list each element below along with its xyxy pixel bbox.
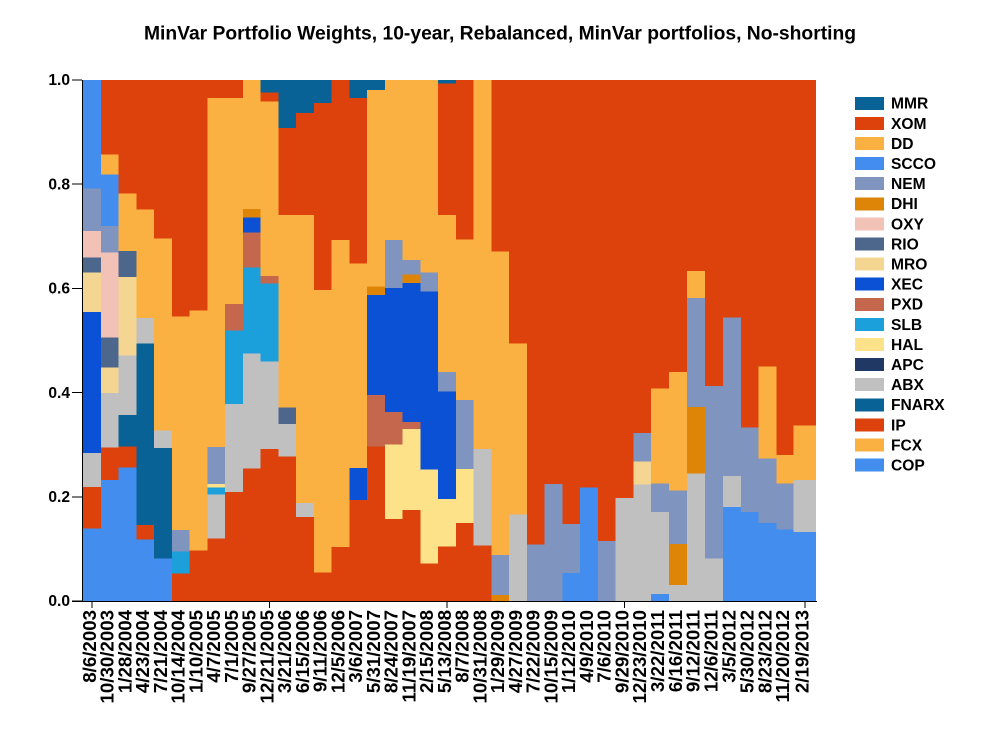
svg-text:5/30/2012: 5/30/2012 — [737, 610, 758, 693]
svg-text:10/15/2009: 10/15/2009 — [540, 610, 561, 704]
svg-text:0.8: 0.8 — [48, 176, 70, 193]
svg-text:0.2: 0.2 — [48, 489, 70, 506]
svg-text:XOM: XOM — [891, 116, 927, 133]
svg-text:IP: IP — [891, 417, 906, 434]
svg-text:3/22/2011: 3/22/2011 — [647, 610, 668, 692]
svg-text:12/23/2010: 12/23/2010 — [629, 610, 650, 704]
svg-text:3/6/2007: 3/6/2007 — [345, 610, 366, 683]
svg-text:4/9/2010: 4/9/2010 — [576, 610, 597, 683]
svg-text:9/12/2011: 9/12/2011 — [683, 610, 704, 692]
svg-text:4/27/2009: 4/27/2009 — [505, 610, 526, 693]
svg-text:0.6: 0.6 — [48, 281, 70, 298]
svg-text:MinVar Portfolio Weights, 10-y: MinVar Portfolio Weights, 10-year, Rebal… — [144, 24, 856, 45]
svg-text:8/24/2007: 8/24/2007 — [381, 610, 402, 693]
svg-text:8/7/2008: 8/7/2008 — [452, 610, 473, 683]
svg-text:1.0: 1.0 — [48, 72, 70, 89]
svg-text:MMR: MMR — [891, 96, 928, 113]
svg-text:COP: COP — [891, 458, 925, 475]
svg-text:0.4: 0.4 — [48, 385, 70, 402]
svg-text:9/11/2006: 9/11/2006 — [310, 610, 331, 692]
svg-text:12/5/2006: 12/5/2006 — [327, 610, 348, 693]
svg-text:4/23/2004: 4/23/2004 — [132, 609, 153, 693]
svg-text:1/12/2010: 1/12/2010 — [558, 610, 579, 693]
svg-text:HAL: HAL — [891, 337, 924, 354]
svg-text:8/23/2012: 8/23/2012 — [754, 610, 775, 693]
svg-text:FNARX: FNARX — [891, 397, 945, 414]
svg-text:4/7/2005: 4/7/2005 — [203, 610, 224, 683]
svg-text:7/21/2004: 7/21/2004 — [150, 609, 171, 693]
svg-text:1/29/2009: 1/29/2009 — [487, 610, 508, 693]
svg-text:6/16/2011: 6/16/2011 — [665, 610, 686, 692]
svg-text:12/21/2005: 12/21/2005 — [256, 610, 277, 704]
svg-text:PXD: PXD — [891, 297, 923, 314]
svg-text:12/6/2011: 12/6/2011 — [701, 610, 722, 692]
svg-text:XEC: XEC — [891, 277, 923, 294]
svg-text:8/6/2003: 8/6/2003 — [79, 610, 100, 683]
svg-text:3/21/2006: 3/21/2006 — [274, 610, 295, 693]
svg-text:DHI: DHI — [891, 196, 918, 213]
svg-text:10/14/2004: 10/14/2004 — [168, 609, 189, 703]
svg-text:5/13/2008: 5/13/2008 — [434, 610, 455, 693]
svg-text:6/15/2006: 6/15/2006 — [292, 610, 313, 693]
svg-text:9/27/2005: 9/27/2005 — [239, 610, 260, 693]
svg-text:7/1/2005: 7/1/2005 — [221, 610, 242, 683]
svg-text:3/5/2012: 3/5/2012 — [719, 610, 740, 683]
svg-text:5/31/2007: 5/31/2007 — [363, 610, 384, 693]
svg-text:11/19/2007: 11/19/2007 — [398, 610, 419, 703]
svg-text:OXY: OXY — [891, 216, 925, 233]
svg-text:ABX: ABX — [891, 377, 925, 394]
svg-text:7/22/2009: 7/22/2009 — [523, 610, 544, 693]
svg-text:1/28/2004: 1/28/2004 — [114, 609, 135, 693]
svg-text:7/6/2010: 7/6/2010 — [594, 610, 615, 683]
svg-text:SCCO: SCCO — [891, 156, 936, 173]
svg-text:0.0: 0.0 — [48, 593, 70, 610]
svg-text:2/15/2008: 2/15/2008 — [416, 610, 437, 693]
svg-text:SLB: SLB — [891, 317, 922, 334]
svg-text:APC: APC — [891, 357, 924, 374]
svg-text:NEM: NEM — [891, 176, 926, 193]
svg-text:2/19/2013: 2/19/2013 — [792, 610, 813, 693]
svg-text:DD: DD — [891, 136, 914, 153]
svg-text:FCX: FCX — [891, 437, 923, 454]
svg-text:1/10/2005: 1/10/2005 — [185, 610, 206, 693]
svg-text:RIO: RIO — [891, 236, 919, 253]
svg-text:10/31/2008: 10/31/2008 — [469, 610, 490, 704]
svg-text:MRO: MRO — [891, 257, 927, 274]
svg-text:10/30/2003: 10/30/2003 — [97, 610, 118, 704]
svg-text:11/20/2012: 11/20/2012 — [772, 610, 793, 703]
svg-text:9/29/2010: 9/29/2010 — [611, 610, 632, 693]
